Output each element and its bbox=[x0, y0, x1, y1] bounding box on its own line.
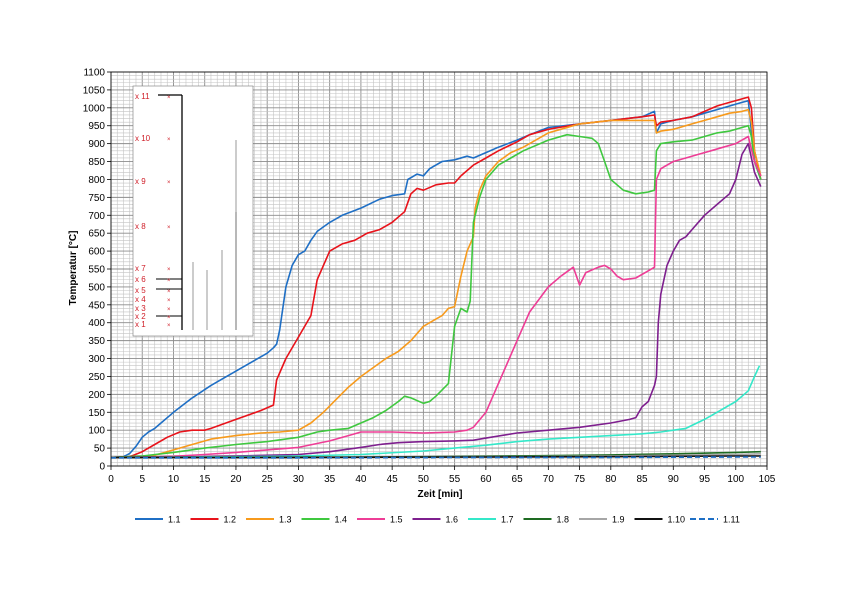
legend-label: 1.4 bbox=[335, 515, 348, 525]
chart-grid bbox=[110, 71, 768, 467]
y-tick-label: 850 bbox=[88, 157, 105, 168]
y-tick-label: 50 bbox=[94, 444, 106, 455]
y-tick-label: 900 bbox=[88, 139, 105, 150]
inset-sensor-marker: × bbox=[167, 225, 171, 231]
inset-sensor-label: x 7 bbox=[135, 264, 146, 273]
x-tick-label: 85 bbox=[636, 474, 648, 485]
y-tick-label: 250 bbox=[88, 372, 105, 383]
legend-label: 1.9 bbox=[612, 515, 625, 525]
legend-label: 1.7 bbox=[501, 515, 514, 525]
x-tick-label: 35 bbox=[324, 474, 336, 485]
inset-sensor-label: x 8 bbox=[135, 222, 146, 231]
inset-sensor-marker: × bbox=[167, 267, 171, 273]
y-tick-label: 100 bbox=[88, 426, 105, 437]
x-tick-label: 25 bbox=[262, 474, 274, 485]
x-tick-label: 40 bbox=[355, 474, 367, 485]
series-line-1-4 bbox=[110, 124, 762, 459]
x-tick-label: 95 bbox=[699, 474, 711, 485]
y-tick-label: 500 bbox=[88, 282, 105, 293]
x-tick-label: 50 bbox=[418, 474, 430, 485]
x-tick-label: 10 bbox=[168, 474, 180, 485]
series-line-1-3 bbox=[110, 108, 762, 459]
inset-sensor-label: x 2 bbox=[135, 312, 146, 321]
y-tick-label: 1050 bbox=[83, 85, 106, 96]
series-line-1-2 bbox=[110, 96, 762, 459]
x-tick-label: 75 bbox=[574, 474, 586, 485]
x-tick-label: 60 bbox=[480, 474, 492, 485]
y-axis-label: Temperatur [°C] bbox=[68, 231, 79, 306]
series-line-1-11 bbox=[111, 456, 761, 459]
chart-legend: 1.1 1.2 1.3 1.4 1.5 1.6 1.7 1.8 1.9 1.10 1.11 bbox=[135, 515, 740, 525]
inset-sensor-marker: × bbox=[167, 307, 171, 313]
inset-sensor-label: x 1 bbox=[135, 320, 146, 329]
x-tick-label: 5 bbox=[139, 474, 145, 485]
y-tick-label: 1100 bbox=[83, 68, 105, 79]
x-tick-labels: 0 5 10 15 20 25 30 35 40 45 50 55 60 65 70 75 80 85 90 95 10… bbox=[108, 466, 776, 485]
y-tick-label: 800 bbox=[88, 175, 105, 186]
y-tick-label: 950 bbox=[88, 121, 105, 132]
inset-sensor-label: x 9 bbox=[135, 177, 146, 186]
legend-label: 1.10 bbox=[668, 515, 686, 525]
y-tick-label: 600 bbox=[88, 247, 105, 258]
inset-sensor-marker: × bbox=[167, 278, 171, 284]
y-tick-label: 550 bbox=[88, 265, 105, 276]
legend-label: 1.1 bbox=[168, 515, 181, 525]
y-tick-label: 400 bbox=[88, 318, 105, 329]
series-line-1-7 bbox=[110, 365, 761, 459]
series-layer bbox=[110, 96, 762, 459]
x-tick-label: 70 bbox=[543, 474, 555, 485]
x-tick-label: 100 bbox=[727, 474, 744, 485]
inset-sensor-label: x 6 bbox=[135, 275, 146, 284]
x-tick-label: 80 bbox=[605, 474, 617, 485]
y-tick-label: 1000 bbox=[83, 103, 106, 114]
x-tick-label: 45 bbox=[387, 474, 399, 485]
inset-sensor-marker: × bbox=[167, 180, 171, 186]
y-tick-label: 450 bbox=[88, 300, 105, 311]
x-tick-label: 105 bbox=[759, 474, 776, 485]
legend-label: 1.6 bbox=[446, 515, 459, 525]
y-tick-labels: 0 50 100 150 200 250 300 350 400 450 500 550 600 650 7… bbox=[83, 68, 111, 473]
x-tick-label: 15 bbox=[199, 474, 211, 485]
inset-sensor-marker: × bbox=[167, 315, 171, 321]
y-tick-label: 0 bbox=[99, 462, 105, 473]
y-tick-label: 700 bbox=[88, 211, 105, 222]
inset-sensor-label: x 4 bbox=[135, 295, 146, 304]
inset-sensor-label: x 3 bbox=[135, 304, 146, 313]
x-tick-label: 65 bbox=[512, 474, 524, 485]
series-line-1-1 bbox=[110, 99, 762, 459]
series-line-1-5 bbox=[110, 135, 762, 459]
y-tick-label: 650 bbox=[88, 229, 105, 240]
sensor-inset-diagram: x 11 × x 10 × x 9 × x 8 × x 7 × x 6 × x 5 × x 4 × x 3 × x … bbox=[132, 85, 254, 337]
legend-label: 1.11 bbox=[723, 515, 740, 525]
y-tick-label: 300 bbox=[88, 354, 105, 365]
x-tick-label: 30 bbox=[293, 474, 305, 485]
y-tick-label: 350 bbox=[88, 336, 105, 347]
y-tick-label: 200 bbox=[88, 390, 105, 401]
inset-sensor-marker: × bbox=[167, 289, 171, 295]
x-axis-label: Zeit [min] bbox=[418, 489, 463, 500]
inset-sensor-marker: × bbox=[167, 137, 171, 143]
inset-sensor-label: x 5 bbox=[135, 286, 146, 295]
inset-sensor-marker: × bbox=[167, 323, 171, 329]
x-tick-label: 55 bbox=[449, 474, 461, 485]
legend-label: 1.2 bbox=[224, 515, 237, 525]
legend-label: 1.8 bbox=[557, 515, 570, 525]
inset-sensor-marker: × bbox=[167, 298, 171, 304]
x-tick-label: 0 bbox=[108, 474, 114, 485]
inset-sensor-marker: × bbox=[167, 95, 171, 101]
series-line-1-6 bbox=[110, 142, 762, 459]
legend-label: 1.3 bbox=[279, 515, 292, 525]
x-tick-label: 90 bbox=[668, 474, 680, 485]
y-tick-label: 150 bbox=[88, 408, 105, 419]
y-tick-label: 750 bbox=[88, 193, 105, 204]
legend-label: 1.5 bbox=[390, 515, 403, 525]
inset-sensor-label: x 10 bbox=[135, 134, 151, 143]
inset-sensor-label: x 11 bbox=[135, 92, 150, 101]
x-tick-label: 20 bbox=[230, 474, 242, 485]
